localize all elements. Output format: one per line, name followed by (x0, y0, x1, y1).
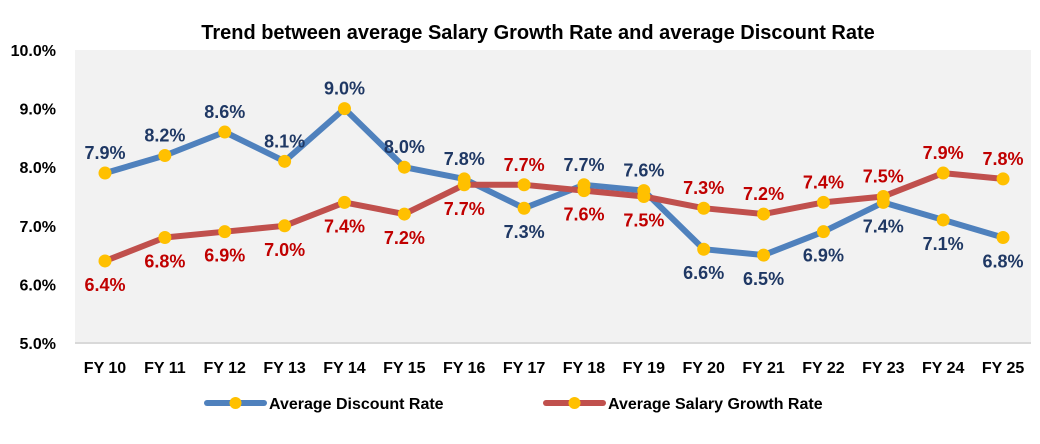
data-point-marker (816, 195, 830, 209)
data-label: 6.9% (803, 246, 844, 266)
data-label: 7.5% (623, 211, 664, 231)
data-label: 7.4% (863, 216, 904, 236)
data-label: 7.0% (264, 240, 305, 260)
x-tick-label: FY 18 (563, 360, 606, 377)
y-tick-label: 10.0% (11, 43, 56, 60)
data-point-marker (278, 154, 292, 168)
data-label: 7.3% (683, 178, 724, 198)
data-point-marker (158, 231, 172, 245)
data-label: 8.0% (384, 137, 425, 157)
data-point-marker (876, 190, 890, 203)
x-tick-label: FY 10 (84, 360, 127, 377)
data-label: 7.9% (923, 143, 964, 163)
y-tick-label: 6.0% (20, 277, 56, 294)
data-point-marker (98, 166, 112, 180)
x-tick-label: FY 12 (204, 360, 247, 377)
data-label: 7.9% (84, 143, 125, 163)
legend-label: Average Salary Growth Rate (608, 396, 823, 413)
data-label: 7.4% (324, 216, 365, 236)
x-tick-label: FY 22 (802, 360, 845, 377)
data-point-marker (98, 254, 112, 268)
data-point-marker (757, 248, 771, 262)
data-label: 7.6% (563, 205, 604, 225)
data-label: 7.2% (743, 184, 784, 204)
data-point-marker (517, 201, 531, 215)
data-label: 7.5% (863, 167, 904, 187)
data-point-marker (996, 172, 1010, 186)
x-tick-label: FY 17 (503, 360, 546, 377)
data-label: 7.3% (504, 222, 545, 242)
data-label: 7.4% (803, 172, 844, 192)
legend-marker-swatch (229, 397, 242, 409)
y-tick-label: 5.0% (20, 336, 56, 353)
data-label: 7.7% (504, 155, 545, 175)
x-tick-label: FY 16 (443, 360, 486, 377)
data-label: 7.6% (623, 161, 664, 181)
data-point-marker (936, 166, 950, 180)
data-point-marker (397, 207, 411, 221)
data-point-marker (936, 213, 950, 227)
x-tick-label: FY 11 (144, 360, 186, 377)
x-axis-ticks: FY 10 FY 11 FY 12 FY 13 FY 14 FY 15 FY 16 FY 17… (84, 360, 1025, 377)
data-point-marker (697, 201, 711, 215)
x-tick-label: FY 19 (623, 360, 666, 377)
data-point-marker (218, 125, 232, 139)
data-point-marker (697, 242, 711, 256)
data-point-marker (637, 190, 651, 203)
series-layer (98, 102, 1010, 268)
data-label: 7.7% (444, 199, 485, 219)
legend-label: Average Discount Rate (269, 396, 444, 413)
data-label: 8.2% (144, 125, 185, 145)
data-label: 7.2% (384, 228, 425, 248)
x-tick-label: FY 25 (982, 360, 1025, 377)
series-line-discount-rate (102, 105, 1006, 259)
x-tick-label: FY 21 (742, 360, 785, 377)
x-tick-label: FY 14 (323, 360, 366, 377)
y-axis-ticks: 5.0% 6.0% 7.0% 8.0% 9.0% 10.0% (11, 43, 56, 353)
data-point-marker (757, 207, 771, 221)
data-point-marker (337, 102, 351, 116)
x-tick-label: FY 20 (682, 360, 725, 377)
y-tick-label: 9.0% (20, 102, 56, 119)
data-label: 7.7% (563, 155, 604, 175)
chart-title: Trend between average Salary Growth Rate… (201, 22, 875, 44)
data-label: 6.6% (683, 263, 724, 283)
data-label: 6.5% (743, 269, 784, 289)
data-point-marker (996, 231, 1010, 245)
x-tick-label: FY 23 (862, 360, 905, 377)
data-label: 7.1% (923, 234, 964, 254)
x-tick-label: FY 24 (922, 360, 965, 377)
data-point-marker (577, 184, 591, 198)
x-tick-label: FY 13 (263, 360, 306, 377)
y-tick-label: 8.0% (20, 160, 56, 177)
data-label: 6.8% (983, 252, 1024, 272)
data-point-marker (278, 219, 292, 233)
y-tick-label: 7.0% (20, 219, 56, 236)
data-label: 7.8% (983, 149, 1024, 169)
data-labels: 7.9% 8.2% 8.6% 8.1% 9.0% 8.0% 7.8% 7.3% 7.7% 7.6%… (84, 79, 1023, 295)
data-label: 6.8% (144, 252, 185, 272)
data-point-marker (457, 178, 471, 192)
series-line-salary-growth-rate (102, 170, 1006, 264)
data-point-marker (337, 195, 351, 209)
data-point-marker (517, 178, 531, 192)
data-point-marker (218, 225, 232, 239)
data-label: 7.8% (444, 149, 485, 169)
x-tick-label: FY 15 (383, 360, 426, 377)
data-point-marker (158, 148, 172, 162)
data-label: 6.9% (204, 246, 245, 266)
legend-marker-swatch (568, 397, 581, 409)
data-label: 8.1% (264, 131, 305, 151)
data-point-marker (816, 225, 830, 239)
legend: Average Discount Rate Average Salary Grow… (204, 396, 823, 413)
data-label: 9.0% (324, 79, 365, 99)
data-point-marker (397, 160, 411, 174)
data-label: 6.4% (84, 275, 125, 295)
data-label: 8.6% (204, 102, 245, 122)
